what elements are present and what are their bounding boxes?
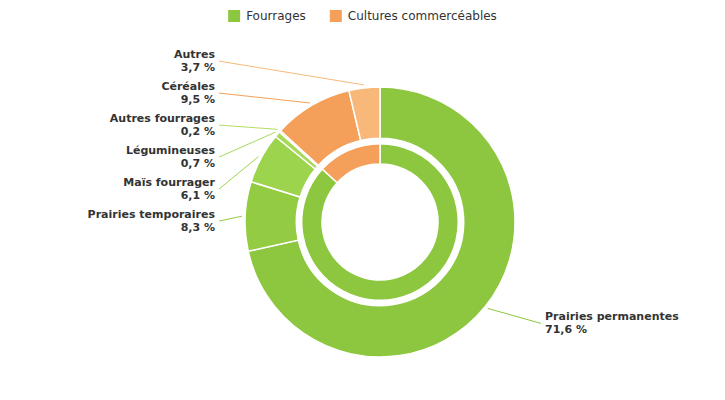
- slice-label: Légumineuses0,7 %: [126, 144, 216, 170]
- outer-slice: [349, 87, 380, 141]
- leader-line: [219, 125, 278, 129]
- leader-line: [219, 157, 259, 190]
- chart: Prairies permanentes71,6 % Prairies tempo…: [0, 0, 725, 400]
- leader-line: [488, 308, 541, 323]
- inner-slice: [322, 144, 380, 183]
- legend: Fourrages Cultures commercéables: [228, 9, 497, 23]
- legend-label: Fourrages: [246, 9, 306, 23]
- slice-label: Maïs fourrager6,1 %: [123, 176, 215, 202]
- legend-swatch: [330, 10, 342, 22]
- slice-label: Prairies permanentes71,6 %: [545, 310, 679, 336]
- inner-slice: [302, 144, 459, 301]
- leader-line: [219, 61, 364, 85]
- legend-label: Cultures commercéables: [348, 9, 497, 23]
- legend-swatch: [228, 10, 240, 22]
- leader-line: [219, 93, 310, 103]
- slice-label: Autres3,7 %: [174, 48, 215, 74]
- slice-label: Céréales9,5 %: [161, 80, 215, 106]
- labels: Prairies permanentes71,6 % Prairies tempo…: [88, 48, 680, 336]
- donut: [245, 87, 515, 357]
- slice-label: Autres fourrages0,2 %: [110, 112, 216, 138]
- slice-label: Prairies temporaires8,3 %: [88, 208, 216, 234]
- leader-line: [219, 216, 242, 221]
- leader-line: [219, 132, 275, 157]
